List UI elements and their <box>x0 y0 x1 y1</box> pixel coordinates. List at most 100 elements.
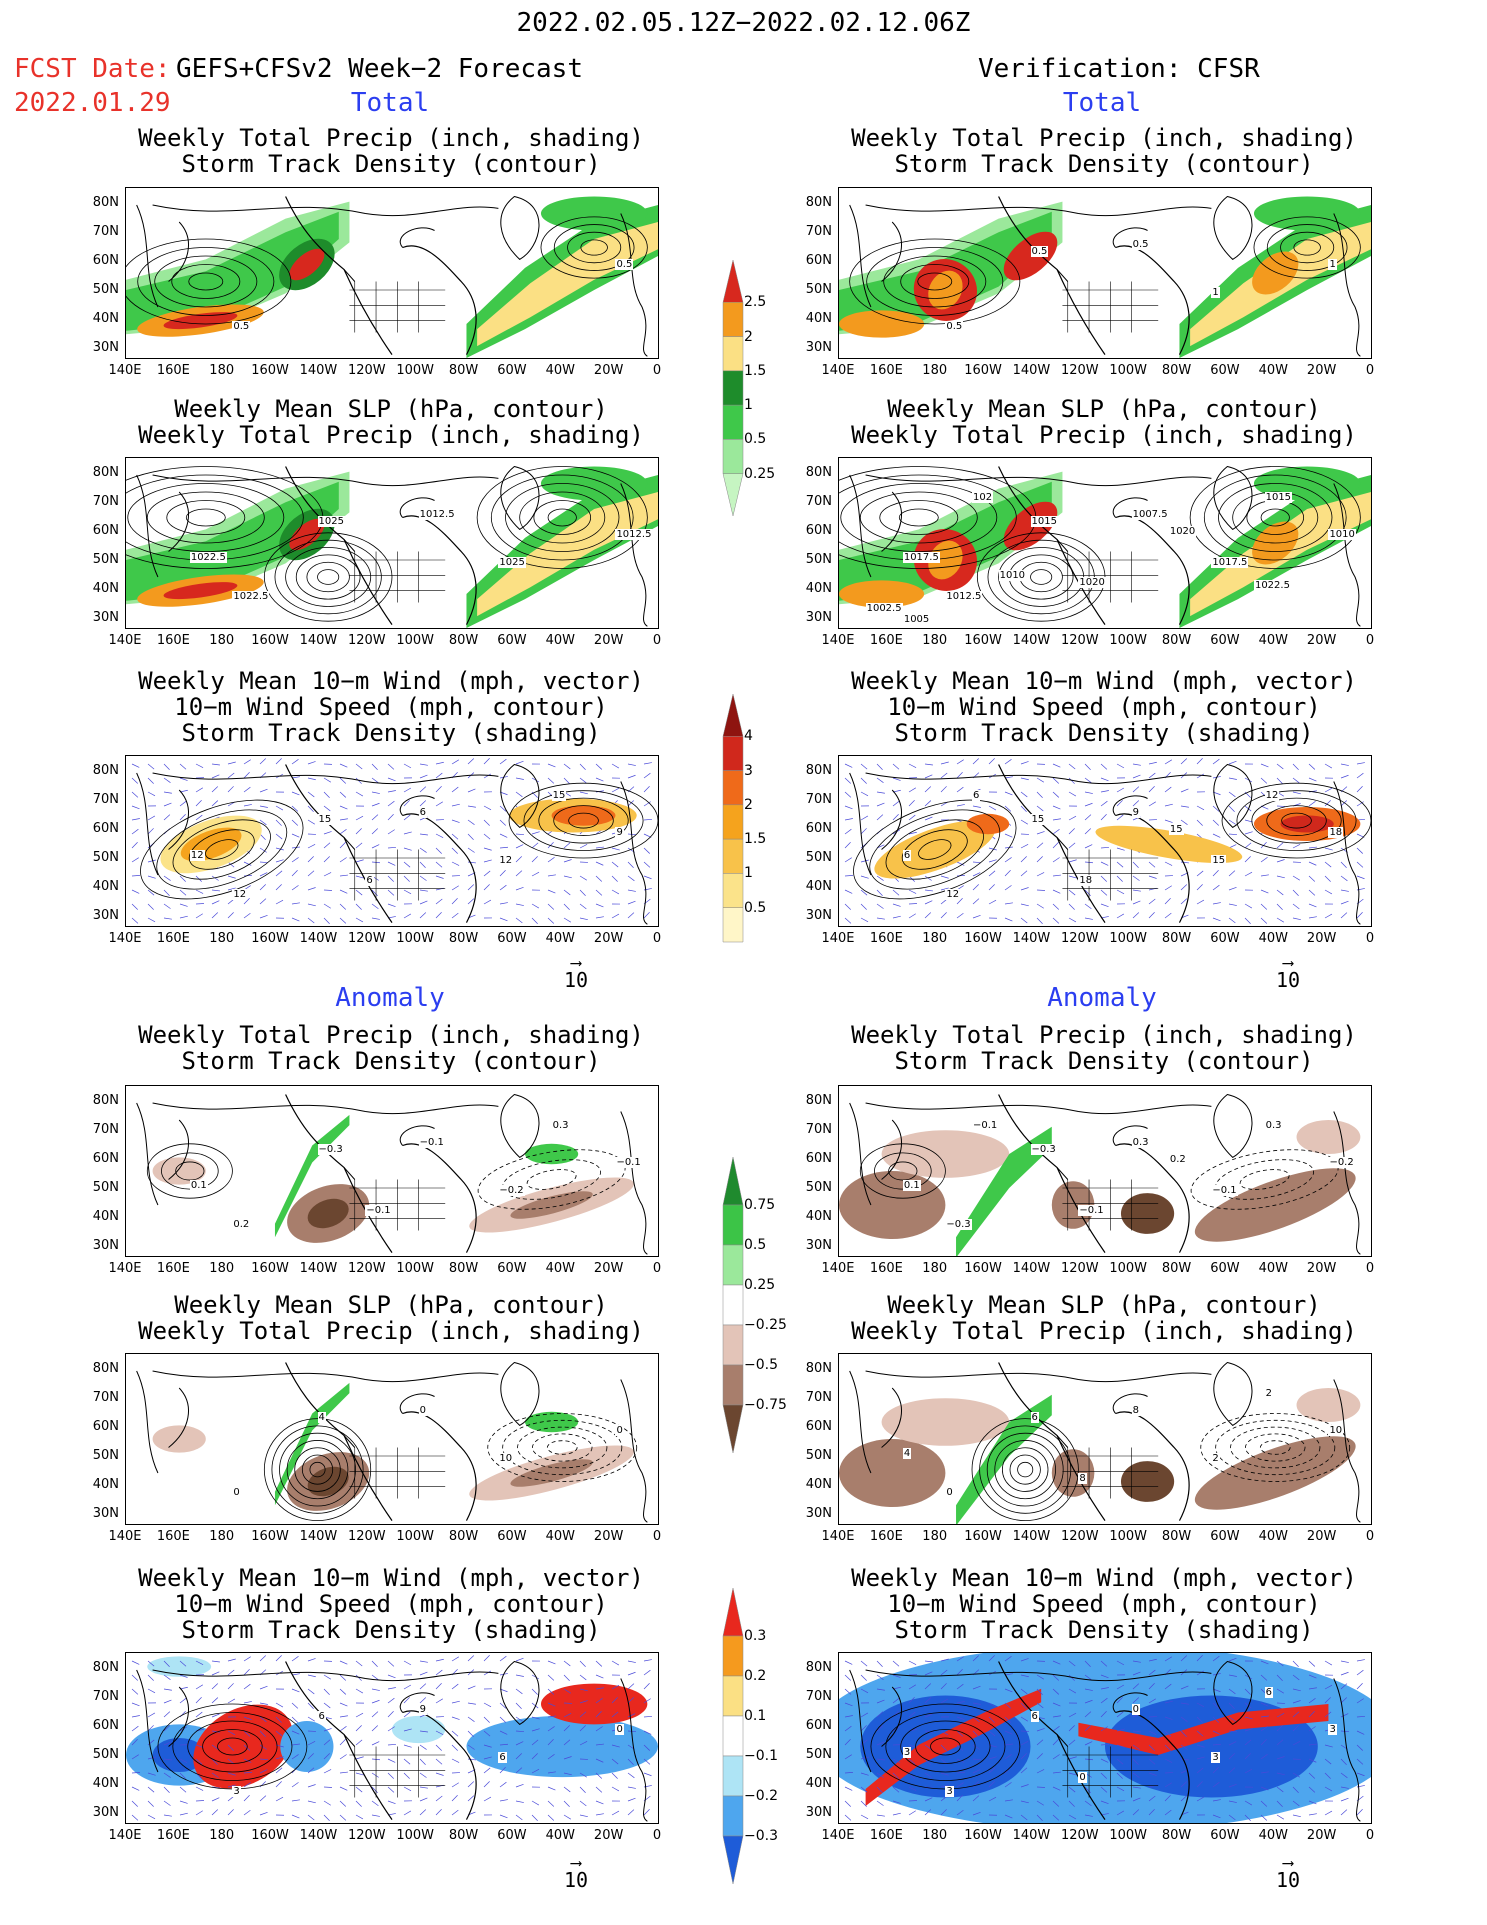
lon-tick-label: 80W <box>1161 363 1192 378</box>
contour-label: 1017.5 <box>902 551 940 563</box>
lat-tick-label: 30N <box>805 610 832 625</box>
section-anomaly-left: Anomaly <box>335 983 445 1013</box>
map-graphic <box>839 1093 1361 1256</box>
lon-tick-label: 120W <box>1060 931 1099 946</box>
panel-title-line: Weekly Mean SLP (hPa, contour) <box>174 395 608 423</box>
lat-tick-label: 60N <box>92 253 119 268</box>
lat-tick-label: 30N <box>805 1506 832 1521</box>
section-total-right: Total <box>1062 88 1142 118</box>
lat-tick-label: 30N <box>805 340 832 355</box>
contour-label: 0.3 <box>1131 1137 1150 1148</box>
contour-label: 3 <box>1211 1751 1220 1763</box>
lat-tick-label: 80N <box>805 465 832 480</box>
lon-tick-label: 0 <box>1365 363 1375 378</box>
lon-tick-label: 160W <box>251 931 289 946</box>
vector-ref-anom-left: ⟶ 10 <box>556 1853 596 1893</box>
contour-label: 15 <box>1211 854 1227 866</box>
panel-title-line: Storm Track Density (shading) <box>181 719 601 747</box>
lon-tick-label: 40W <box>545 1828 575 1843</box>
map-graphic <box>131 758 658 925</box>
lon-tick-label: 100W <box>1109 1828 1147 1843</box>
panel-title-line: Weekly Total Precip (inch, shading) <box>138 124 644 152</box>
lon-tick-label: 160E <box>869 931 903 946</box>
panel-title-line: Weekly Total Precip (inch, shading) <box>851 1021 1357 1049</box>
lon-tick-label: 60W <box>1210 1261 1240 1276</box>
lat-tick-label: 70N <box>92 1122 119 1137</box>
lat-tick-label: 70N <box>805 494 832 509</box>
colorbar-swatch <box>722 1715 744 1757</box>
colorbar-swatch <box>722 1795 744 1837</box>
lon-tick-label: 80W <box>448 1828 479 1843</box>
lat-tick-label: 30N <box>92 908 119 923</box>
lon-tick-label: 160W <box>251 363 289 378</box>
lat-tick-label: 80N <box>805 195 832 210</box>
colorbar-swatch <box>722 838 744 874</box>
colorbar-swatch <box>722 439 744 474</box>
lat-tick-label: 60N <box>92 523 119 538</box>
lat-tick-label: 30N <box>92 610 119 625</box>
colorbar-swatch <box>722 1324 744 1366</box>
lon-tick-label: 80W <box>1161 931 1192 946</box>
contour-label: 6 <box>498 1751 507 1763</box>
contour-label: 0 <box>1078 1772 1087 1783</box>
lon-tick-label: 160W <box>964 633 1002 648</box>
contour-label: 0.5 <box>945 320 964 332</box>
lon-tick-label: 160E <box>156 363 190 378</box>
contour-label: 18 <box>1078 875 1094 886</box>
colorbar-swatch <box>722 473 744 517</box>
lon-tick-label: 0 <box>652 1261 662 1276</box>
map-graphic <box>839 465 1371 628</box>
contour-label: 18 <box>1328 827 1344 839</box>
lon-tick-label: 0 <box>1365 633 1375 648</box>
lon-tick-label: 140E <box>821 1261 855 1276</box>
colorbar-label: 0.5 <box>744 1237 767 1253</box>
lon-tick-label: 120W <box>1060 1828 1099 1843</box>
lon-tick-label: 140W <box>1012 1261 1051 1276</box>
contour-label: 6 <box>972 790 981 801</box>
lon-tick-label: 160E <box>869 1828 903 1843</box>
contour-label: 0 <box>615 1425 624 1437</box>
lat-tick-label: 60N <box>92 1419 119 1434</box>
lon-tick-label: 0 <box>652 633 662 648</box>
map-panel-5-forecast: 0 0 4 10 0 <box>125 1353 659 1525</box>
lat-tick-label: 70N <box>805 1390 832 1405</box>
period-title: 2022.02.05.12Z−2022.02.12.06Z <box>516 8 971 38</box>
lon-tick-label: 0 <box>1365 931 1375 946</box>
lat-tick-label: 30N <box>92 1805 119 1820</box>
map-panel-1-verification: 0.5 1 0.5 1 0.5 <box>838 187 1372 359</box>
lon-tick-label: 140W <box>1012 1828 1051 1843</box>
vector-ref-arrow-icon: ⟶ <box>571 1853 581 1872</box>
contour-label: 0 <box>615 1724 624 1736</box>
contour-label: 1022.5 <box>1253 580 1291 592</box>
colorbar-swatch <box>722 259 744 303</box>
contour-label: −0.1 <box>1211 1184 1238 1196</box>
panel-title-line: Storm Track Density (shading) <box>894 719 1314 747</box>
lat-tick-label: 40N <box>805 879 832 894</box>
lon-tick-label: 60W <box>497 1261 527 1276</box>
lon-tick-label: 140E <box>821 363 855 378</box>
map-graphic <box>136 1093 648 1255</box>
contour-label: 12 <box>232 888 248 900</box>
contour-label: 15 <box>1030 813 1046 825</box>
panel-title-line: Weekly Mean 10−m Wind (mph, vector) <box>851 667 1357 695</box>
lon-tick-label: 160W <box>251 1828 289 1843</box>
lat-tick-label: 70N <box>92 792 119 807</box>
lon-tick-label: 20W <box>1306 1261 1337 1276</box>
map-graphic <box>126 1655 658 1822</box>
lon-tick-label: 160W <box>964 363 1002 378</box>
map-panel-3-forecast: 12 9 15 12 6 12 15 6 <box>125 755 659 927</box>
colorbar-swatch <box>722 336 744 372</box>
lon-tick-label: 140E <box>821 633 855 648</box>
contour-label: 6 <box>418 807 427 818</box>
contour-label: 10 <box>1328 1425 1344 1437</box>
lon-tick-label: 160E <box>156 1529 190 1544</box>
lat-tick-label: 60N <box>805 253 832 268</box>
lon-tick-label: 160E <box>156 633 190 648</box>
lon-tick-label: 180 <box>209 931 235 946</box>
lon-tick-label: 180 <box>209 363 235 378</box>
contour-label: 15 <box>1168 824 1184 835</box>
contour-label: 0 <box>1131 1704 1140 1715</box>
panel-title-line: Weekly Mean SLP (hPa, contour) <box>174 1291 608 1319</box>
contour-label: 12 <box>945 888 961 900</box>
lon-tick-label: 160E <box>156 1261 190 1276</box>
